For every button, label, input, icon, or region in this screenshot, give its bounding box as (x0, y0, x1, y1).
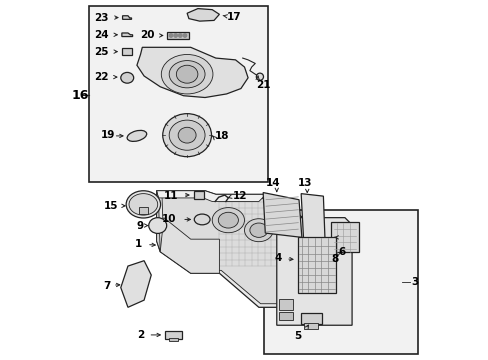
Ellipse shape (244, 219, 273, 242)
Ellipse shape (178, 34, 182, 37)
Ellipse shape (148, 218, 166, 233)
Ellipse shape (129, 194, 158, 215)
Text: 24: 24 (94, 30, 109, 40)
Text: 7: 7 (103, 281, 111, 291)
Bar (264, 211, 418, 354)
Bar (193, 191, 204, 199)
Text: 16: 16 (72, 89, 89, 102)
Text: 12: 12 (233, 191, 247, 201)
Polygon shape (263, 193, 301, 237)
Polygon shape (301, 194, 325, 244)
Text: 3: 3 (410, 277, 418, 287)
Bar (301, 314, 321, 324)
Ellipse shape (176, 65, 198, 83)
Ellipse shape (218, 212, 238, 228)
Bar (164, 331, 182, 338)
Polygon shape (187, 9, 219, 21)
Text: 23: 23 (94, 13, 109, 23)
Polygon shape (156, 191, 330, 307)
Bar (303, 323, 317, 329)
Bar (167, 32, 188, 40)
Ellipse shape (169, 34, 172, 37)
Polygon shape (162, 196, 326, 304)
Polygon shape (137, 47, 247, 98)
Text: 2: 2 (137, 330, 144, 340)
Bar (88, 6, 267, 182)
Ellipse shape (178, 127, 196, 143)
Text: 14: 14 (265, 178, 280, 188)
Text: 15: 15 (103, 201, 118, 211)
Text: 13: 13 (297, 178, 311, 188)
Text: 25: 25 (94, 46, 109, 57)
Text: 8: 8 (330, 253, 338, 264)
Text: 19: 19 (101, 130, 115, 140)
Text: 20: 20 (140, 31, 154, 40)
Ellipse shape (161, 54, 212, 94)
Polygon shape (121, 261, 151, 307)
Text: 9: 9 (136, 221, 143, 230)
Polygon shape (122, 16, 131, 19)
Text: 18: 18 (214, 131, 228, 141)
Bar (169, 338, 178, 341)
Text: 1: 1 (135, 239, 142, 249)
Text: 22: 22 (94, 72, 109, 82)
Ellipse shape (163, 114, 211, 157)
Text: 4: 4 (274, 253, 281, 263)
Text: 10: 10 (162, 214, 176, 224)
Bar (330, 222, 359, 252)
Text: 5: 5 (294, 330, 301, 341)
Bar (122, 48, 132, 55)
Ellipse shape (126, 191, 160, 218)
Text: 6: 6 (338, 247, 345, 257)
Ellipse shape (121, 72, 133, 83)
Polygon shape (156, 191, 160, 252)
Ellipse shape (212, 208, 244, 233)
Text: 11: 11 (163, 191, 178, 201)
Polygon shape (122, 33, 132, 37)
Bar (278, 299, 292, 310)
Ellipse shape (169, 120, 204, 150)
Bar (139, 207, 148, 214)
Polygon shape (276, 218, 351, 325)
Polygon shape (160, 218, 219, 273)
Polygon shape (156, 191, 265, 202)
Ellipse shape (194, 214, 210, 225)
Bar (297, 237, 336, 293)
Text: 17: 17 (226, 12, 241, 22)
Ellipse shape (183, 34, 186, 37)
Ellipse shape (169, 60, 204, 88)
Ellipse shape (249, 223, 267, 237)
Ellipse shape (127, 130, 146, 141)
Bar (278, 312, 292, 320)
Text: 21: 21 (255, 80, 270, 90)
Ellipse shape (256, 73, 263, 80)
Ellipse shape (174, 34, 177, 37)
